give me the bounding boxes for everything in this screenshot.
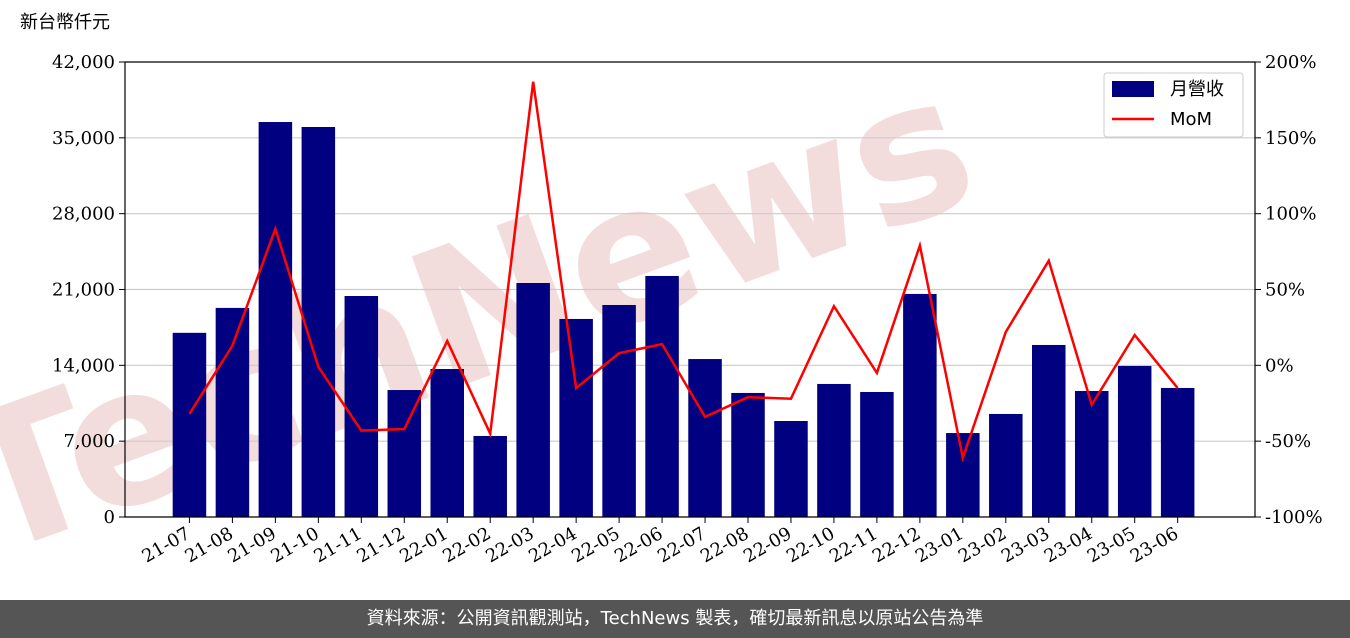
y-tick-label: 35,000 (52, 128, 115, 149)
y2-tick-label: -50% (1265, 431, 1311, 452)
bar (215, 307, 250, 517)
bar (430, 369, 464, 517)
footer: 資料來源：公開資訊觀測站，TechNews 製表，確切最新訊息以原站公告為準 (0, 600, 1350, 638)
y2-tick-label: 0% (1265, 355, 1294, 376)
x-tick-label: 21-11 (310, 523, 365, 567)
y-tick-label: 14,000 (52, 355, 115, 376)
x-tick-label: 23-04 (1041, 523, 1096, 567)
x-tick-label: 22-06 (611, 523, 666, 567)
bar (559, 318, 593, 517)
y2-tick-label: 200% (1265, 52, 1316, 73)
y-tick-label: 21,000 (52, 280, 115, 301)
x-tick-label: 23-01 (912, 523, 967, 567)
legend-label: 月營收 (1170, 79, 1224, 100)
bar (817, 383, 851, 517)
bar (1117, 365, 1152, 517)
bar (688, 359, 722, 517)
x-tick-label: 23-03 (998, 523, 1053, 567)
y2-tick-label: -100% (1265, 507, 1323, 528)
bar (860, 391, 894, 517)
bar (172, 332, 207, 517)
line (188, 81, 1179, 463)
x-tick-label: 21-09 (224, 523, 279, 567)
bar (1160, 387, 1195, 517)
bar (903, 293, 937, 517)
x-tick-label: 22-10 (783, 523, 838, 567)
x-tick-label: 23-05 (1084, 523, 1139, 567)
y2-tick-label: 150% (1265, 128, 1316, 149)
x-tick-label: 22-12 (869, 523, 924, 567)
x-tick-label: 21-10 (267, 523, 322, 567)
y2-tick-label: 100% (1265, 204, 1316, 225)
x-tick-label: 22-07 (654, 523, 709, 567)
bar (1074, 391, 1109, 517)
bar (774, 421, 808, 517)
y-tick-label: 0 (104, 507, 115, 528)
bar (258, 122, 293, 518)
bar (946, 433, 980, 517)
bar (645, 275, 679, 517)
bar (387, 390, 422, 517)
legend-swatch (1112, 81, 1154, 97)
bar (473, 435, 507, 517)
bar (301, 127, 336, 517)
y-tick-label: 7,000 (63, 431, 115, 452)
legend-label: MoM (1170, 109, 1212, 130)
y-axis-label: 新台幣仟元 (20, 12, 110, 33)
bar (989, 413, 1023, 517)
y-tick-label: 42,000 (52, 52, 115, 73)
x-tick-label: 22-04 (525, 523, 580, 567)
bar (1032, 344, 1066, 517)
x-tick-label: 22-11 (826, 523, 881, 567)
x-tick-label: 23-06 (1127, 523, 1182, 567)
bar (731, 392, 765, 517)
bar (602, 304, 636, 517)
x-tick-label: 22-09 (740, 523, 795, 567)
chart: TechNews 新台幣仟元 07,00014,00021,00028,0003… (0, 12, 1323, 599)
x-tick-label: 22-03 (482, 523, 537, 567)
x-tick-label: 23-02 (955, 523, 1010, 567)
y-tick-label: 28,000 (52, 204, 115, 225)
y2-tick-label: 50% (1265, 280, 1305, 301)
plot-frame (124, 61, 1256, 518)
x-tick-label: 22-02 (439, 523, 494, 567)
x-tick-label: 22-01 (396, 523, 451, 567)
bar (516, 283, 550, 517)
x-tick-label: 22-05 (568, 523, 623, 567)
x-tick-label: 21-12 (353, 523, 408, 567)
x-tick-label: 22-08 (697, 523, 752, 567)
bar (344, 296, 379, 517)
